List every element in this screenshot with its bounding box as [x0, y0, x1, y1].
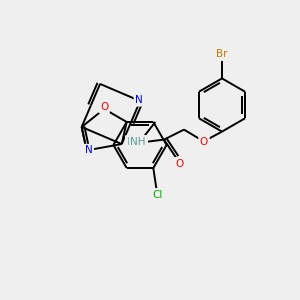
- Text: NH: NH: [130, 136, 146, 147]
- Text: O: O: [200, 136, 208, 147]
- Text: Br: Br: [216, 50, 228, 59]
- Text: NH: NH: [127, 136, 142, 147]
- Text: N: N: [135, 95, 143, 105]
- Text: O: O: [175, 159, 183, 169]
- Text: O: O: [100, 102, 108, 112]
- Text: N: N: [85, 146, 92, 155]
- Text: Cl: Cl: [152, 190, 163, 200]
